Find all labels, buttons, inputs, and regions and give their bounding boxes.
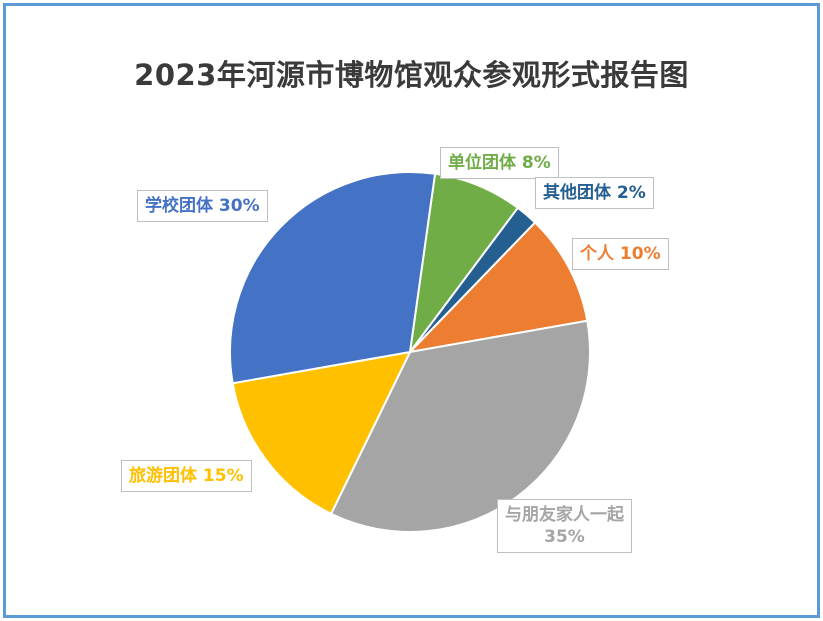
slice-label-3: 与朋友家人一起 35% — [497, 499, 632, 553]
pie-slice-3 — [329, 319, 591, 533]
slice-label-4: 旅游团体 15% — [121, 460, 252, 492]
slice-label-0: 单位团体 8% — [440, 147, 559, 179]
chart-title: 2023年河源市博物馆观众参观形式报告图 — [134, 58, 689, 92]
slice-label-1: 其他团体 2% — [535, 177, 654, 209]
pie-slice-5 — [229, 171, 437, 385]
slice-label-2: 个人 10% — [572, 238, 669, 270]
slice-label-5: 学校团体 30% — [137, 190, 268, 222]
pie-slice-2 — [407, 221, 589, 354]
pie-slice-0 — [409, 172, 520, 353]
pie-slice-4 — [231, 350, 412, 516]
